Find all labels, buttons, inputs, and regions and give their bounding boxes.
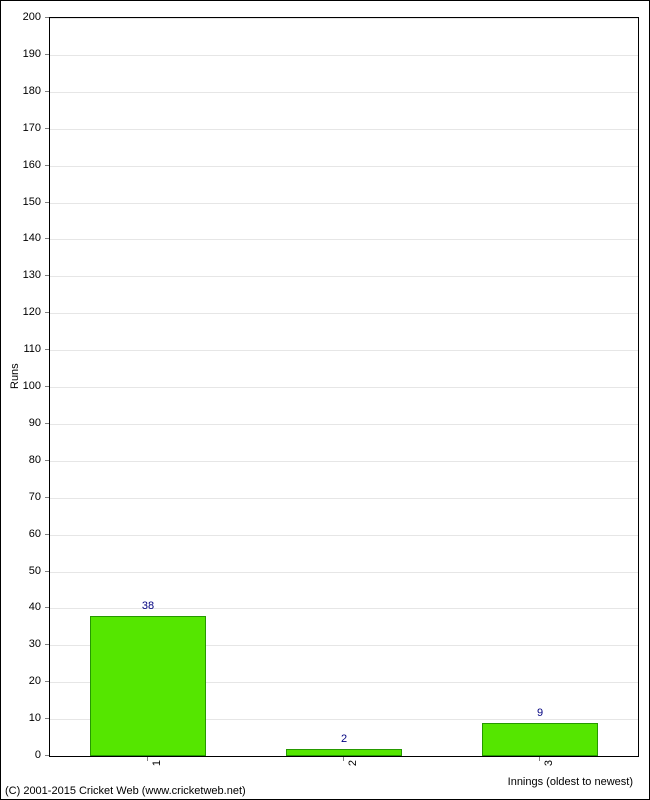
xtick-mark bbox=[343, 757, 344, 761]
bar bbox=[286, 749, 402, 756]
ytick-mark bbox=[45, 275, 49, 276]
bar-value-label: 38 bbox=[142, 600, 154, 612]
ytick-mark bbox=[45, 54, 49, 55]
ytick-label: 10 bbox=[11, 712, 41, 724]
ytick-mark bbox=[45, 718, 49, 719]
ytick-label: 60 bbox=[11, 528, 41, 540]
gridline bbox=[50, 387, 638, 388]
ytick-mark bbox=[45, 386, 49, 387]
xtick-label: 1 bbox=[151, 760, 163, 766]
ytick-mark bbox=[45, 312, 49, 313]
copyright-text: (C) 2001-2015 Cricket Web (www.cricketwe… bbox=[5, 785, 246, 797]
gridline bbox=[50, 424, 638, 425]
ytick-mark bbox=[45, 238, 49, 239]
gridline bbox=[50, 461, 638, 462]
xtick-label: 3 bbox=[543, 760, 555, 766]
ytick-label: 30 bbox=[11, 638, 41, 650]
ytick-mark bbox=[45, 460, 49, 461]
ytick-mark bbox=[45, 534, 49, 535]
ytick-label: 110 bbox=[11, 343, 41, 355]
ytick-mark bbox=[45, 755, 49, 756]
gridline bbox=[50, 239, 638, 240]
ytick-label: 100 bbox=[11, 380, 41, 392]
gridline bbox=[50, 350, 638, 351]
bar bbox=[90, 616, 206, 756]
ytick-label: 190 bbox=[11, 48, 41, 60]
ytick-mark bbox=[45, 202, 49, 203]
ytick-label: 200 bbox=[11, 11, 41, 23]
ytick-mark bbox=[45, 497, 49, 498]
ytick-label: 170 bbox=[11, 122, 41, 134]
ytick-mark bbox=[45, 607, 49, 608]
bar-value-label: 2 bbox=[341, 733, 347, 745]
ytick-mark bbox=[45, 349, 49, 350]
ytick-label: 40 bbox=[11, 601, 41, 613]
gridline bbox=[50, 203, 638, 204]
chart-container: 3829 Runs Innings (oldest to newest) (C)… bbox=[0, 0, 650, 800]
ytick-mark bbox=[45, 17, 49, 18]
ytick-mark bbox=[45, 91, 49, 92]
ytick-label: 150 bbox=[11, 196, 41, 208]
ytick-label: 120 bbox=[11, 306, 41, 318]
gridline bbox=[50, 313, 638, 314]
x-axis-label: Innings (oldest to newest) bbox=[508, 776, 633, 788]
ytick-label: 80 bbox=[11, 454, 41, 466]
ytick-mark bbox=[45, 128, 49, 129]
ytick-mark bbox=[45, 571, 49, 572]
xtick-mark bbox=[539, 757, 540, 761]
plot-area: 38 2 9 bbox=[49, 17, 639, 757]
gridline bbox=[50, 166, 638, 167]
ytick-mark bbox=[45, 165, 49, 166]
ytick-label: 0 bbox=[11, 749, 41, 761]
gridline bbox=[50, 92, 638, 93]
bar bbox=[482, 723, 598, 756]
xtick-mark bbox=[147, 757, 148, 761]
ytick-label: 20 bbox=[11, 675, 41, 687]
ytick-mark bbox=[45, 423, 49, 424]
ytick-label: 180 bbox=[11, 85, 41, 97]
gridline bbox=[50, 572, 638, 573]
ytick-label: 70 bbox=[11, 491, 41, 503]
gridline bbox=[50, 535, 638, 536]
gridline bbox=[50, 276, 638, 277]
gridline bbox=[50, 18, 638, 19]
gridline bbox=[50, 608, 638, 609]
gridline bbox=[50, 55, 638, 56]
gridline bbox=[50, 498, 638, 499]
bar-value-label: 9 bbox=[537, 707, 543, 719]
ytick-label: 50 bbox=[11, 565, 41, 577]
ytick-label: 130 bbox=[11, 269, 41, 281]
ytick-mark bbox=[45, 644, 49, 645]
ytick-label: 90 bbox=[11, 417, 41, 429]
ytick-mark bbox=[45, 681, 49, 682]
ytick-label: 160 bbox=[11, 159, 41, 171]
gridline bbox=[50, 129, 638, 130]
xtick-label: 2 bbox=[347, 760, 359, 766]
ytick-label: 140 bbox=[11, 232, 41, 244]
